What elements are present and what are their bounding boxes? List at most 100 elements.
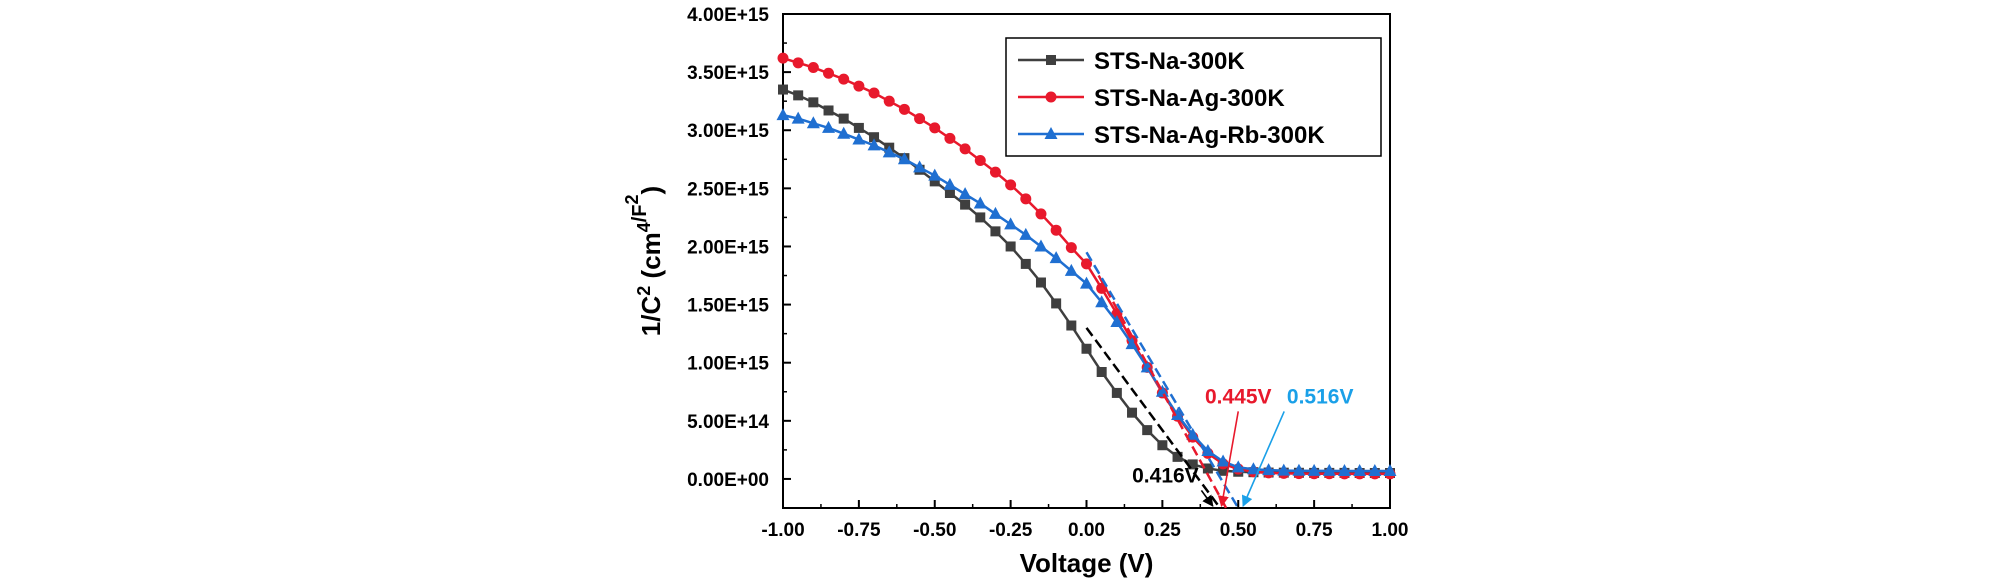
data-point — [973, 196, 987, 209]
data-point — [1050, 224, 1062, 236]
data-point — [1353, 464, 1367, 477]
data-point — [1292, 463, 1306, 476]
data-point — [1051, 298, 1062, 309]
data-point — [929, 122, 941, 134]
y-tick-label: 1.50E+15 — [687, 296, 769, 317]
data-point — [1231, 460, 1245, 473]
data-point — [1080, 276, 1093, 289]
data-point — [852, 132, 866, 145]
series-line — [782, 113, 1390, 473]
legend-swatch-marker — [1045, 91, 1057, 103]
legend-label: STS-Na-Ag-Rb-300K — [1094, 122, 1325, 149]
data-point — [944, 132, 956, 144]
data-point — [1020, 193, 1032, 205]
y-axis-title-part: /F — [629, 204, 651, 222]
data-point — [1035, 277, 1046, 288]
data-point — [1368, 464, 1382, 477]
data-point — [1383, 464, 1397, 477]
x-tick-label: -1.00 — [761, 520, 804, 541]
data-point — [1216, 454, 1230, 467]
data-point — [1142, 425, 1153, 436]
x-tick-label: 0.50 — [1220, 520, 1257, 541]
x-tick-label: 0.25 — [1144, 520, 1181, 541]
fit-line — [1085, 251, 1240, 509]
data-point — [914, 113, 926, 125]
legend-item: STS-Na-300K — [1018, 48, 1245, 75]
x-axis: -1.00 -0.75 -0.50 -0.25 0.00 0.25 0.50 0.75 1.00 — [761, 500, 1408, 541]
fit-line — [1085, 327, 1222, 509]
data-point — [988, 206, 1002, 219]
y-axis-title: 1/C2 (cm4/F2) — [622, 186, 666, 336]
data-point — [869, 132, 880, 143]
y-axis-title-superscript: 2 — [634, 286, 654, 296]
data-point — [1096, 282, 1108, 294]
fit-lines — [1085, 251, 1240, 509]
data-point — [853, 122, 864, 133]
y-axis-title-part: (cm — [636, 232, 666, 285]
data-point — [1246, 462, 1260, 475]
annotations: 0.416V 0.445V 0.516V — [1132, 385, 1354, 508]
data-point — [1005, 241, 1016, 252]
x-tick-label: -0.50 — [913, 520, 956, 541]
data-point — [898, 103, 910, 115]
data-point — [990, 226, 1001, 237]
x-tick-label: 1.00 — [1372, 520, 1409, 541]
data-point — [1035, 208, 1047, 220]
data-point — [822, 120, 836, 133]
y-axis-title-part: 1/C — [636, 296, 666, 337]
legend-item: STS-Na-Ag-Rb-300K — [1018, 122, 1325, 149]
data-point — [1034, 239, 1048, 252]
data-point — [1262, 463, 1276, 476]
data-point — [792, 57, 804, 69]
data-point — [1155, 384, 1169, 397]
data-point — [867, 138, 881, 151]
data-point — [1020, 258, 1031, 269]
data-point — [1125, 337, 1139, 350]
data-point — [1064, 263, 1078, 276]
data-point — [1005, 179, 1017, 191]
y-tick-label: 2.00E+15 — [687, 237, 769, 258]
data-point — [928, 168, 942, 181]
annotation-arrow — [1200, 489, 1214, 507]
y-axis: 0.00E+00 5.00E+14 1.00E+15 1.50E+15 2.00E+15… — [687, 5, 791, 491]
y-axis-title-superscript: 4 — [634, 222, 654, 232]
annotation-arrow — [1217, 411, 1240, 508]
data-point — [1218, 465, 1229, 476]
y-tick-label: 4.00E+15 — [687, 5, 769, 26]
data-point — [1019, 227, 1033, 240]
data-point — [929, 176, 940, 187]
legend-label: STS-Na-300K — [1094, 48, 1245, 75]
data-point — [1307, 463, 1321, 476]
annotation-arrow — [1241, 411, 1285, 508]
data-point — [943, 177, 957, 190]
annotation-label: 0.516V — [1287, 385, 1354, 408]
y-axis-title-part: ) — [636, 186, 666, 195]
data-point — [868, 87, 880, 99]
annotation-label: 0.445V — [1205, 385, 1272, 408]
data-point — [882, 145, 896, 158]
data-point — [777, 52, 789, 64]
data-point — [807, 61, 819, 73]
data-point — [778, 84, 788, 95]
data-point — [793, 90, 804, 101]
data-point — [960, 199, 971, 210]
x-axis-title: Voltage (V) — [1020, 548, 1154, 578]
data-point — [806, 116, 820, 129]
data-point — [838, 113, 849, 124]
y-tick-label: 3.00E+15 — [687, 121, 769, 142]
data-point — [897, 152, 911, 165]
data-point — [823, 105, 834, 116]
data-point — [913, 160, 927, 173]
data-point — [1004, 217, 1018, 230]
legend: STS-Na-300K STS-Na-Ag-300K STS-Na-Ag-Rb-30… — [1005, 37, 1382, 157]
data-point — [1157, 440, 1168, 451]
legend-item: STS-Na-Ag-300K — [1018, 85, 1285, 112]
data-point — [989, 166, 1001, 178]
y-tick-label: 5.00E+14 — [687, 412, 769, 433]
annotation-label: 0.416V — [1132, 464, 1199, 487]
data-point — [883, 95, 895, 107]
data-point — [791, 111, 805, 124]
data-point — [1202, 463, 1213, 474]
data-point — [1172, 451, 1183, 462]
